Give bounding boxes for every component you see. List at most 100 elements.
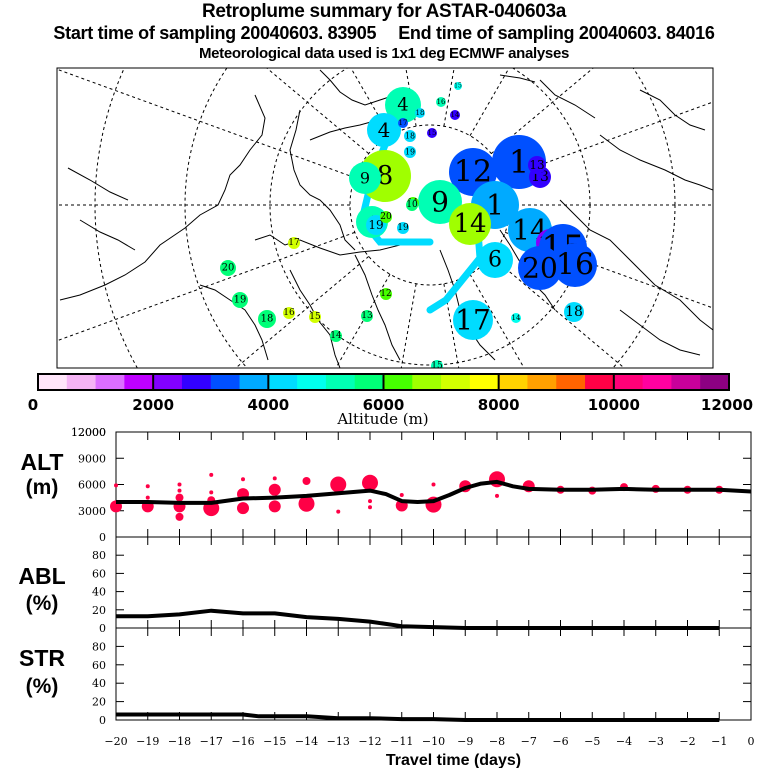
plume-cluster-label: 20 xyxy=(522,252,558,285)
x-tick-label: −1 xyxy=(711,735,727,748)
colorbar-swatch xyxy=(153,374,183,390)
plume-cluster-label: 19 xyxy=(405,148,415,157)
coastline xyxy=(59,94,266,301)
plume-cluster-label: 9 xyxy=(360,169,370,188)
plume-cluster-circle xyxy=(385,87,421,123)
colorbar-swatch xyxy=(498,374,528,390)
altitude-colorbar: 0 2000 4000 6000 8000 10000 12000 xyxy=(28,373,753,414)
plume-cluster-circle xyxy=(309,311,321,323)
x-tick-label: −12 xyxy=(358,735,381,748)
plume-cluster-label: 20 xyxy=(380,212,392,222)
plume-cluster-label: 8 xyxy=(377,161,394,191)
panel-abl: 0 20 40 60 80 ABL (%) xyxy=(18,536,752,635)
meridian-line xyxy=(443,283,460,368)
altitude-bubble xyxy=(175,512,184,521)
plume-cluster-circle xyxy=(427,128,437,138)
plume-cluster-circle xyxy=(431,360,443,368)
panel-frame xyxy=(115,536,752,629)
y-tick-label: 0 xyxy=(99,622,106,635)
altitude-bubble xyxy=(145,495,150,500)
plume-cluster-label: 19 xyxy=(397,223,409,233)
x-tick-label: −2 xyxy=(679,735,695,748)
plume-cluster-circle xyxy=(232,292,248,308)
colorbar-tick-label: 12000 xyxy=(701,396,753,414)
x-tick-label: −10 xyxy=(422,735,445,748)
altitude-bubble xyxy=(336,509,341,514)
altitude-bubble xyxy=(431,482,436,487)
coastline xyxy=(619,309,701,356)
altitude-bubble xyxy=(114,483,118,488)
colorbar-swatch xyxy=(66,374,97,390)
plume-cluster-label: 14 xyxy=(453,209,486,239)
plume-cluster-label: 16 xyxy=(556,248,594,283)
plume-cluster-label: 13 xyxy=(529,158,544,172)
colorbar-swatch xyxy=(95,374,125,390)
colorbar-swatch xyxy=(469,374,500,390)
plot-title: Retroplume summary for ASTAR-040603a xyxy=(201,1,567,22)
x-tick-label: −18 xyxy=(168,735,191,748)
plume-cluster-label: 15 xyxy=(454,83,462,90)
colorbar-swatch xyxy=(181,374,212,390)
y-tick-label: 20 xyxy=(92,696,106,709)
altitude-bubble xyxy=(177,488,182,493)
colorbar-swatch xyxy=(297,374,327,390)
altitude-bubble xyxy=(368,499,372,504)
x-tick-label: −16 xyxy=(231,735,254,748)
end-time: End time of sampling 20040603. 84016 xyxy=(398,23,715,43)
colorbar-swatch xyxy=(325,374,356,390)
colorbar-swatch xyxy=(585,374,615,390)
plume-cluster-circle xyxy=(380,211,392,223)
plume-cluster-circle xyxy=(450,110,460,120)
y-tick-label: 0 xyxy=(99,714,106,727)
meridian-line xyxy=(505,101,713,179)
altitude-bubble xyxy=(298,495,315,512)
coastline xyxy=(254,234,401,256)
trajectory-connector xyxy=(426,228,484,314)
coastline xyxy=(559,199,713,331)
altitude-bubble xyxy=(237,502,249,515)
plume-cluster-circle xyxy=(398,118,408,128)
colorbar-swatch xyxy=(556,374,586,390)
plume-cluster-label: 16 xyxy=(437,98,446,106)
y-tick-label: 80 xyxy=(92,549,106,562)
plume-cluster-label: 12 xyxy=(380,289,391,299)
x-tick-label: −5 xyxy=(584,735,600,748)
colorbar-tick-label: 8000 xyxy=(478,396,520,414)
x-tick-label: −14 xyxy=(295,735,318,748)
plume-cluster-label: 1 xyxy=(509,143,529,181)
met-data-note: Meteorological data used is 1x1 deg ECMW… xyxy=(198,45,570,62)
y-tick-label: 40 xyxy=(92,677,106,690)
plume-cluster-label: 17 xyxy=(455,304,491,337)
altitude-bubble xyxy=(330,476,347,493)
colorbar-swatch xyxy=(613,374,644,390)
colorbar-swatch xyxy=(124,374,154,390)
map-frame xyxy=(56,67,714,369)
plume-cluster-circle xyxy=(436,97,446,107)
plume-cluster-circle xyxy=(418,180,462,224)
altitude-bubble xyxy=(368,505,372,510)
plume-cluster-circle xyxy=(380,288,392,300)
series-line xyxy=(116,712,720,722)
colorbar-tick-label: 0 xyxy=(28,396,38,414)
meridian-line xyxy=(265,68,370,154)
plume-cluster-circle xyxy=(553,243,597,287)
y-axis-unit: (%) xyxy=(26,592,59,615)
plume-cluster-circle xyxy=(283,307,295,319)
coastline xyxy=(67,167,129,201)
plume-cluster-circle xyxy=(477,242,513,278)
coastline xyxy=(309,119,379,141)
plume-cluster-label: 18 xyxy=(565,304,583,320)
x-tick-label: −13 xyxy=(327,735,350,748)
plume-cluster-label: 14 xyxy=(451,111,460,119)
altitude-bubble xyxy=(495,493,499,498)
plume-cluster-circle xyxy=(449,203,491,245)
plume-cluster-circle xyxy=(518,246,562,290)
plume-cluster-circle xyxy=(406,199,418,211)
y-axis-name: STR xyxy=(19,645,65,671)
plume-cluster-label: 20 xyxy=(222,263,235,274)
coastline xyxy=(79,219,136,251)
colorbar-swatch xyxy=(268,374,298,390)
